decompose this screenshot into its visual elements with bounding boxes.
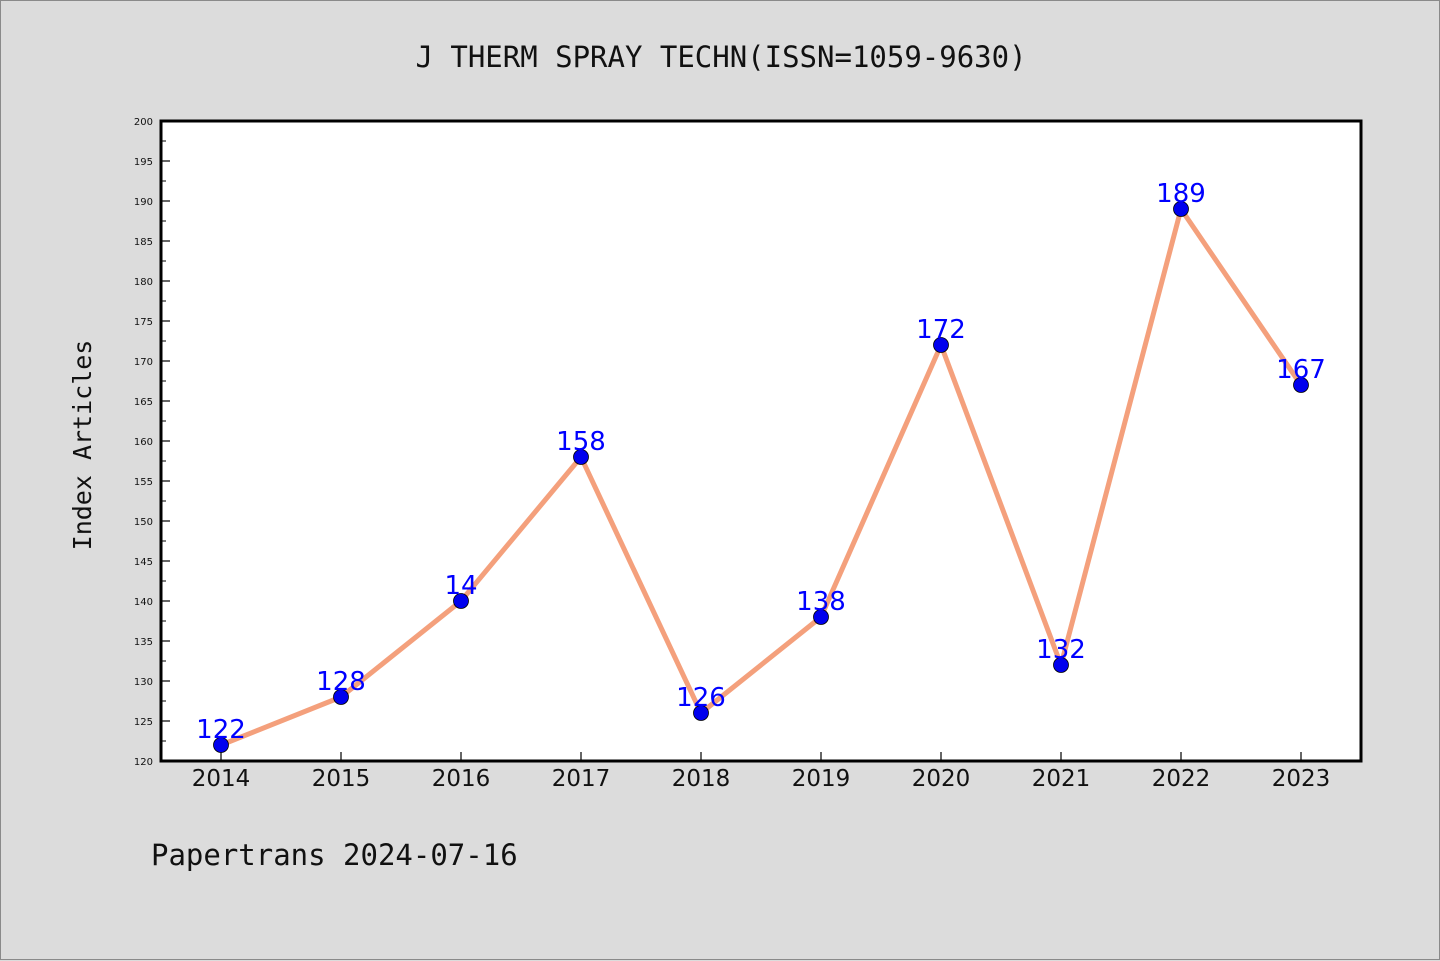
x-tick-label: 2020 [912,766,971,792]
chart-title: J THERM SPRAY TECHN(ISSN=1059-9630) [415,40,1026,74]
data-label: 189 [1156,179,1206,209]
series-line [218,206,1304,748]
data-point [1173,201,1189,217]
y-tick-label: 120 [134,757,153,768]
y-tick-label: 135 [134,637,153,648]
data-point [813,609,829,625]
x-tick-label: 2018 [672,766,731,792]
y-tick-label: 150 [134,517,153,528]
data-label: 138 [796,587,846,617]
x-tick-label: 2023 [1272,766,1331,792]
x-tick-label: 2022 [1152,766,1211,792]
x-tick-label: 2017 [552,766,611,792]
data-point [1053,657,1069,673]
series-group [213,201,1309,753]
y-tick-label: 170 [134,357,153,368]
footer-text: Papertrans 2024-07-16 [151,838,518,872]
y-axis-label: Index Articles [68,340,97,551]
x-tick-label: 2021 [1032,766,1091,792]
y-tick-label: 185 [134,237,153,248]
y-tick-label: 155 [134,477,153,488]
data-point [213,737,229,753]
y-tick-label: 140 [134,597,153,608]
y-tick-label: 195 [134,157,153,168]
y-tick-label: 190 [134,197,153,208]
data-label: 14 [444,571,477,601]
x-tick-label: 2015 [312,766,371,792]
y-tick-label: 180 [134,277,153,288]
data-point [693,705,709,721]
data-point [933,337,949,353]
data-point [333,689,349,705]
y-tick-label: 175 [134,317,153,328]
data-label: 167 [1276,355,1326,385]
plot-area [161,121,1361,761]
x-tick-label: 2019 [792,766,851,792]
plot-border [159,119,1363,763]
data-label: 172 [916,315,966,345]
x-tick-label: 2016 [432,766,491,792]
y-tick-label: 160 [134,437,153,448]
y-tick-label: 125 [134,717,153,728]
data-label: 132 [1036,635,1086,665]
data-label-group: 122 128 14 158 126 138 172 132 189 167 [196,179,1326,745]
data-label: 126 [676,683,726,713]
data-label: 122 [196,715,246,745]
y-tick-label: 130 [134,677,153,688]
data-label: 128 [316,667,366,697]
x-axis: 2014 2015 2016 2017 2018 2019 2020 2021 2022 2023 [192,752,1331,792]
x-tick-label: 2014 [192,766,251,792]
y-tick-label: 200 [134,117,153,128]
data-label: 158 [556,427,606,457]
y-tick-label: 165 [134,397,153,408]
data-point [453,593,469,609]
y-tick-label: 145 [134,557,153,568]
data-point [573,449,589,465]
data-point [1293,377,1309,393]
